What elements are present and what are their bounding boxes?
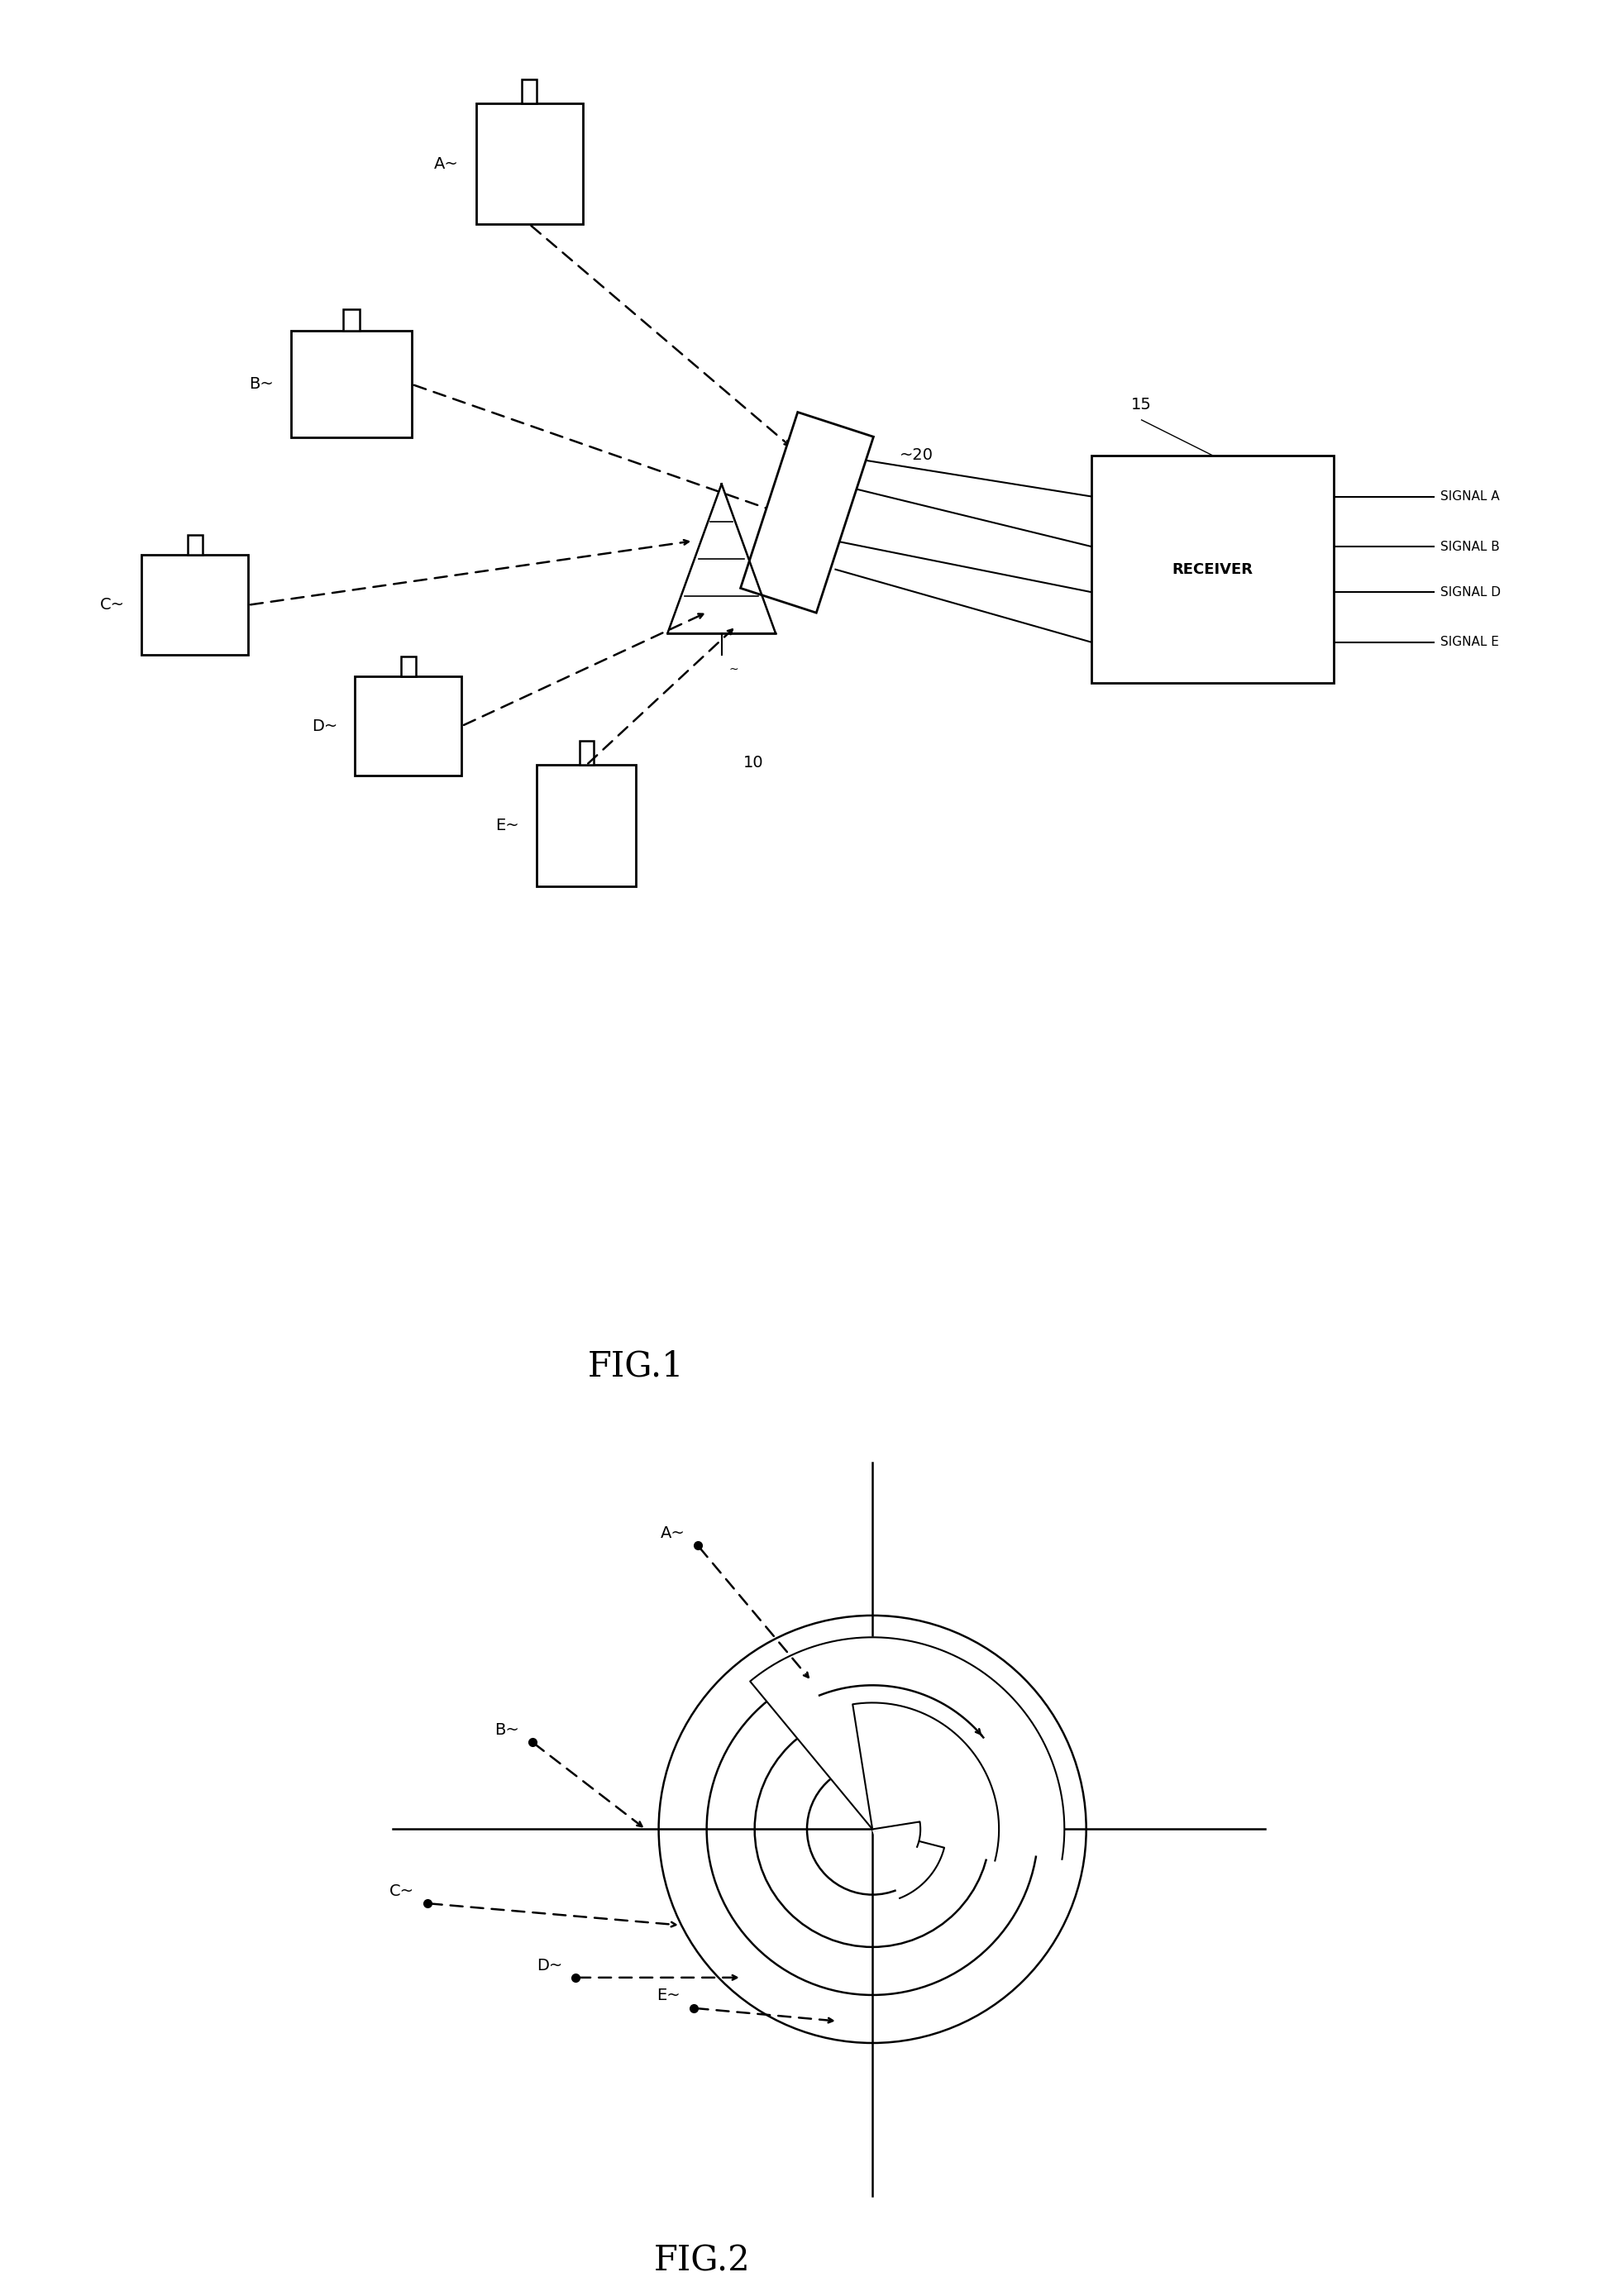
- FancyBboxPatch shape: [291, 331, 412, 439]
- FancyBboxPatch shape: [579, 742, 594, 765]
- Text: FIG.2: FIG.2: [654, 2243, 751, 2278]
- FancyBboxPatch shape: [187, 535, 202, 556]
- FancyBboxPatch shape: [476, 103, 583, 225]
- Text: ~: ~: [728, 664, 738, 675]
- Text: A~: A~: [434, 156, 458, 172]
- FancyBboxPatch shape: [355, 675, 462, 776]
- FancyBboxPatch shape: [536, 765, 636, 886]
- Text: 15: 15: [1131, 397, 1152, 413]
- Text: C~: C~: [389, 1883, 415, 1899]
- Text: E~: E~: [657, 1988, 681, 2004]
- Text: D~: D~: [537, 1958, 563, 1972]
- Text: B~: B~: [494, 1722, 520, 1738]
- Text: SIGNAL D: SIGNAL D: [1441, 585, 1501, 599]
- Text: SIGNAL A: SIGNAL A: [1441, 491, 1499, 503]
- Text: A~: A~: [660, 1525, 684, 1541]
- Polygon shape: [873, 1821, 920, 1846]
- Text: D~: D~: [312, 719, 337, 735]
- Bar: [741, 413, 873, 613]
- Text: SIGNAL B: SIGNAL B: [1441, 540, 1499, 553]
- FancyBboxPatch shape: [142, 556, 249, 654]
- Text: ~20: ~20: [899, 448, 933, 464]
- FancyBboxPatch shape: [400, 657, 416, 675]
- Text: RECEIVER: RECEIVER: [1172, 563, 1252, 576]
- Polygon shape: [751, 1637, 1064, 1860]
- Text: FIG.1: FIG.1: [587, 1350, 684, 1384]
- Text: SIGNAL E: SIGNAL E: [1441, 636, 1499, 647]
- FancyBboxPatch shape: [521, 78, 537, 103]
- Polygon shape: [873, 1830, 944, 1899]
- Text: C~: C~: [100, 597, 124, 613]
- FancyBboxPatch shape: [1091, 455, 1333, 684]
- Text: E~: E~: [495, 817, 520, 833]
- Text: B~: B~: [249, 377, 274, 393]
- FancyBboxPatch shape: [342, 310, 360, 331]
- Polygon shape: [852, 1704, 999, 1860]
- Text: 10: 10: [742, 755, 763, 769]
